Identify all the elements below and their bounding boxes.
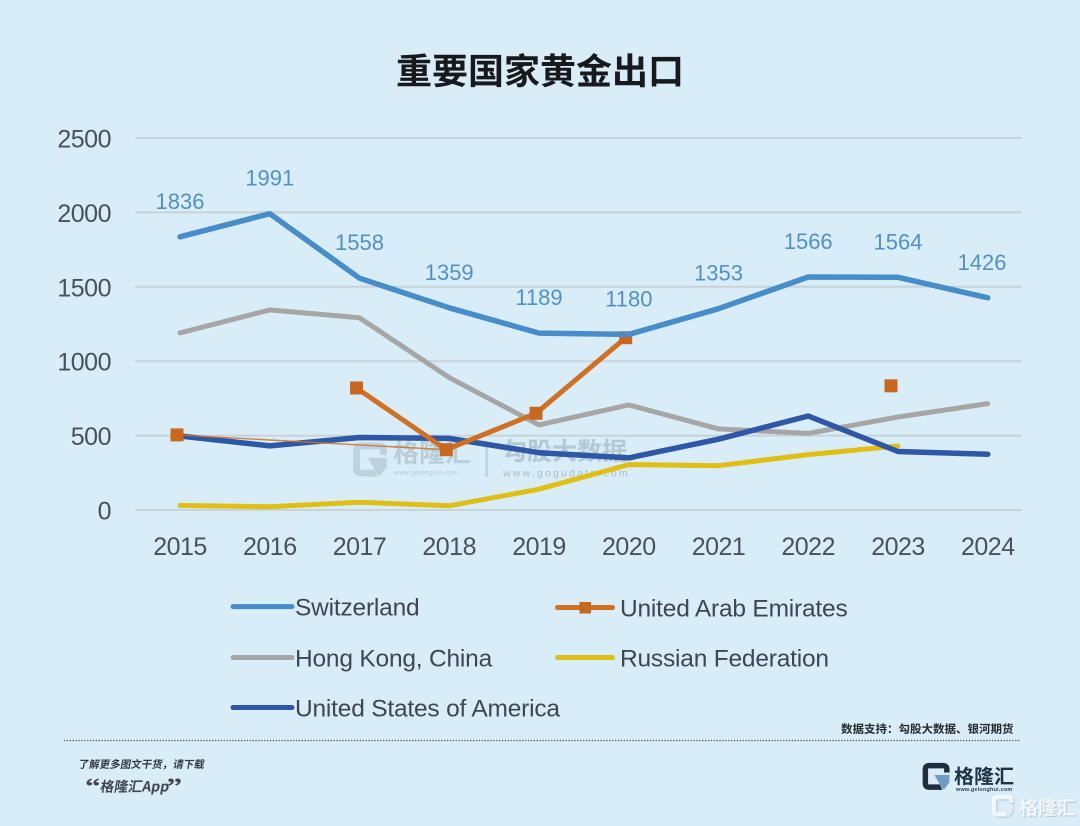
svg-text:1564: 1564 [874, 229, 923, 254]
svg-text:500: 500 [71, 423, 111, 451]
svg-text:Hong Kong, China: Hong Kong, China [295, 646, 493, 673]
svg-text:0: 0 [98, 498, 111, 526]
svg-text:United States of America: United States of America [295, 696, 560, 723]
svg-text:2015: 2015 [153, 533, 207, 561]
svg-text:1426: 1426 [958, 250, 1007, 275]
svg-text:2000: 2000 [57, 200, 111, 228]
svg-text:United Arab Emirates: United Arab Emirates [620, 596, 848, 623]
svg-text:1189: 1189 [515, 285, 562, 310]
svg-text:2016: 2016 [243, 533, 297, 561]
svg-text:1353: 1353 [694, 261, 743, 286]
svg-text:1836: 1836 [156, 189, 205, 214]
svg-text:Switzerland: Switzerland [295, 595, 419, 622]
svg-text:2017: 2017 [333, 533, 387, 561]
svg-text:1566: 1566 [784, 229, 833, 254]
svg-text:2022: 2022 [781, 533, 835, 561]
svg-text:www.gelonghui.com: www.gelonghui.com [955, 787, 1012, 793]
svg-text:1000: 1000 [57, 349, 111, 377]
svg-text:1500: 1500 [57, 274, 111, 302]
svg-text:www.gelonghui.com: www.gelonghui.com [393, 470, 459, 477]
svg-text:1359: 1359 [425, 260, 474, 285]
svg-text:2021: 2021 [692, 533, 746, 561]
svg-text:2019: 2019 [512, 533, 566, 561]
svg-text:2500: 2500 [57, 126, 111, 154]
svg-text:2024: 2024 [961, 533, 1015, 561]
svg-text:2018: 2018 [422, 533, 476, 561]
svg-text:Russian Federation: Russian Federation [620, 646, 829, 673]
svg-text:1991: 1991 [245, 166, 294, 191]
svg-text:2023: 2023 [871, 533, 925, 561]
svg-text:1558: 1558 [335, 230, 384, 255]
svg-text:www.gogudata.com: www.gogudata.com [502, 468, 630, 480]
svg-text:1180: 1180 [605, 286, 652, 311]
svg-text:2020: 2020 [602, 533, 656, 561]
